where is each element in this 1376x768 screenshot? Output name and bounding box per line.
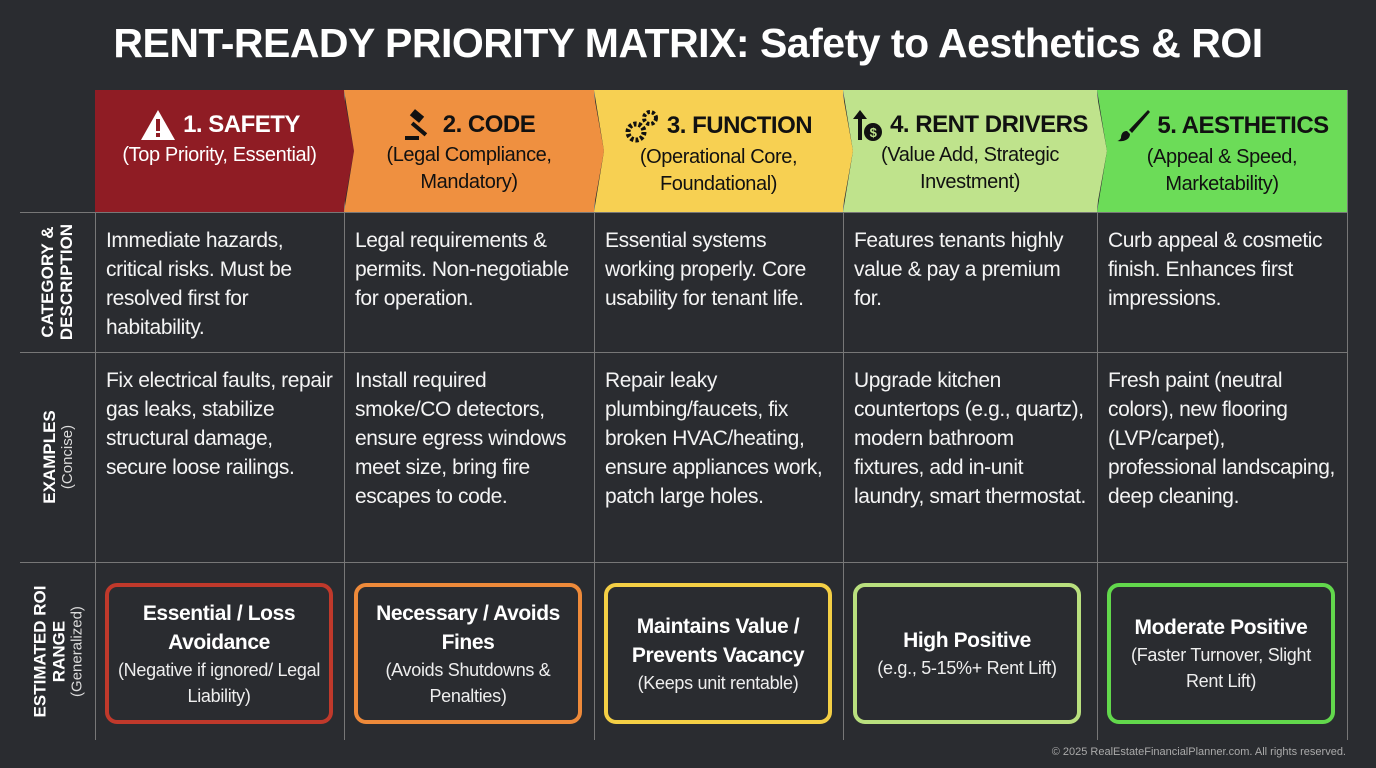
grid-line: [843, 90, 844, 740]
header-arrow: [343, 90, 354, 212]
category-title: 3. FUNCTION: [666, 112, 813, 139]
examples-cell: Install required smoke/CO detectors, ens…: [355, 369, 567, 508]
row-label-main: CATEGORY &: [38, 226, 58, 338]
examples-cell: Fresh paint (neutral colors), new floori…: [1108, 369, 1335, 508]
category-subtitle: (Appeal & Speed, Marketability): [1146, 146, 1298, 195]
examples-cell: Upgrade kitchen countertops (e.g., quart…: [854, 369, 1086, 508]
category-header-4: $4. RENT DRIVERS (Value Add, Strategic I…: [843, 90, 1097, 212]
roi-box: Necessary / Avoids Fines (Avoids Shutdow…: [354, 583, 582, 724]
roi-detail: (Negative if ignored/ Legal Liability): [117, 659, 321, 706]
header-arrow: [593, 90, 604, 212]
page-title: RENT-READY PRIORITY MATRIX: Safety to Ae…: [113, 20, 1263, 66]
gears-icon: [625, 108, 661, 144]
row-label-sub: (Concise): [58, 424, 76, 490]
grid-line: [95, 90, 96, 740]
category-header-5: 5. AESTHETICS (Appeal & Speed, Marketabi…: [1097, 90, 1347, 212]
roi-box: Maintains Value / Prevents Vacancy (Keep…: [604, 583, 832, 724]
category-subtitle: (Legal Compliance, Mandatory): [386, 144, 552, 193]
category-header-3: 3. FUNCTION (Operational Core, Foundatio…: [594, 90, 843, 212]
copyright-footer: © 2025 RealEstateFinancialPlanner.com. A…: [1051, 746, 1346, 758]
description-cell: Immediate hazards, critical risks. Must …: [106, 229, 292, 339]
category-title: 5. AESTHETICS: [1157, 112, 1329, 139]
grid-line: [1347, 90, 1348, 740]
description-cell: Features tenants highly value & pay a pr…: [854, 229, 1064, 310]
row-label-roi: ESTIMATED ROI RANGE (Generalized): [20, 562, 95, 740]
grid-line: [20, 352, 1347, 353]
category-subtitle: (Operational Core, Foundational): [639, 146, 798, 195]
description-cell: Legal requirements & permits. Non-negoti…: [355, 229, 569, 310]
gavel-icon: [403, 108, 437, 142]
money-up-icon: $: [852, 108, 884, 142]
examples-cell: Repair leaky plumbing/faucets, fix broke…: [605, 369, 823, 508]
category-header-2: 2. CODE (Legal Compliance, Mandatory): [344, 90, 594, 212]
roi-main: Necessary / Avoids Fines: [376, 601, 560, 654]
grid-line: [594, 90, 595, 740]
row-label-main: EXAMPLES: [39, 410, 59, 504]
row-label-examples: EXAMPLES (Concise): [20, 352, 95, 562]
description-cell: Curb appeal & cosmetic finish. Enhances …: [1108, 229, 1323, 310]
category-subtitle: (Value Add, Strategic Investment): [880, 144, 1059, 193]
row-label-main2: RANGE: [49, 620, 69, 682]
category-title: 1. SAFETY: [183, 111, 300, 138]
category-header-1: 1. SAFETY (Top Priority, Essential): [95, 90, 344, 212]
row-label-sub: (Generalized): [68, 605, 86, 697]
paintbrush-icon: [1115, 108, 1151, 144]
description-cell: Essential systems working properly. Core…: [605, 229, 806, 310]
grid-line: [20, 562, 1347, 563]
examples-cell: Fix electrical faults, repair gas leaks,…: [106, 369, 333, 479]
roi-main: High Positive: [903, 629, 1031, 652]
header-arrow: [1096, 90, 1107, 212]
warning-icon: [139, 108, 177, 142]
row-label-main: ESTIMATED ROI: [30, 585, 50, 717]
category-subtitle: (Top Priority, Essential): [122, 144, 317, 166]
roi-main: Maintains Value / Prevents Vacancy: [631, 614, 805, 667]
roi-box: Essential / Loss Avoidance (Negative if …: [105, 583, 333, 724]
roi-box: High Positive (e.g., 5-15%+ Rent Lift): [853, 583, 1081, 724]
category-title: 4. RENT DRIVERS: [890, 111, 1088, 138]
svg-text:$: $: [870, 125, 878, 140]
roi-detail: (Faster Turnover, Slight Rent Lift): [1131, 645, 1311, 691]
roi-main: Moderate Positive: [1134, 616, 1308, 639]
roi-detail: (e.g., 5-15%+ Rent Lift): [877, 658, 1057, 678]
roi-box: Moderate Positive (Faster Turnover, Slig…: [1107, 583, 1335, 724]
roi-main: Essential / Loss Avoidance: [142, 601, 296, 654]
roi-detail: (Avoids Shutdowns & Penalties): [385, 659, 551, 706]
roi-detail: (Keeps unit rentable): [637, 672, 799, 693]
row-label-main2: DESCRIPTION: [57, 223, 77, 341]
grid-line: [20, 212, 1347, 213]
grid-line: [1097, 90, 1098, 740]
header-arrow: [842, 90, 853, 212]
category-title: 2. CODE: [442, 111, 536, 138]
grid-line: [344, 90, 345, 740]
row-label-category: CATEGORY & DESCRIPTION: [20, 212, 95, 352]
